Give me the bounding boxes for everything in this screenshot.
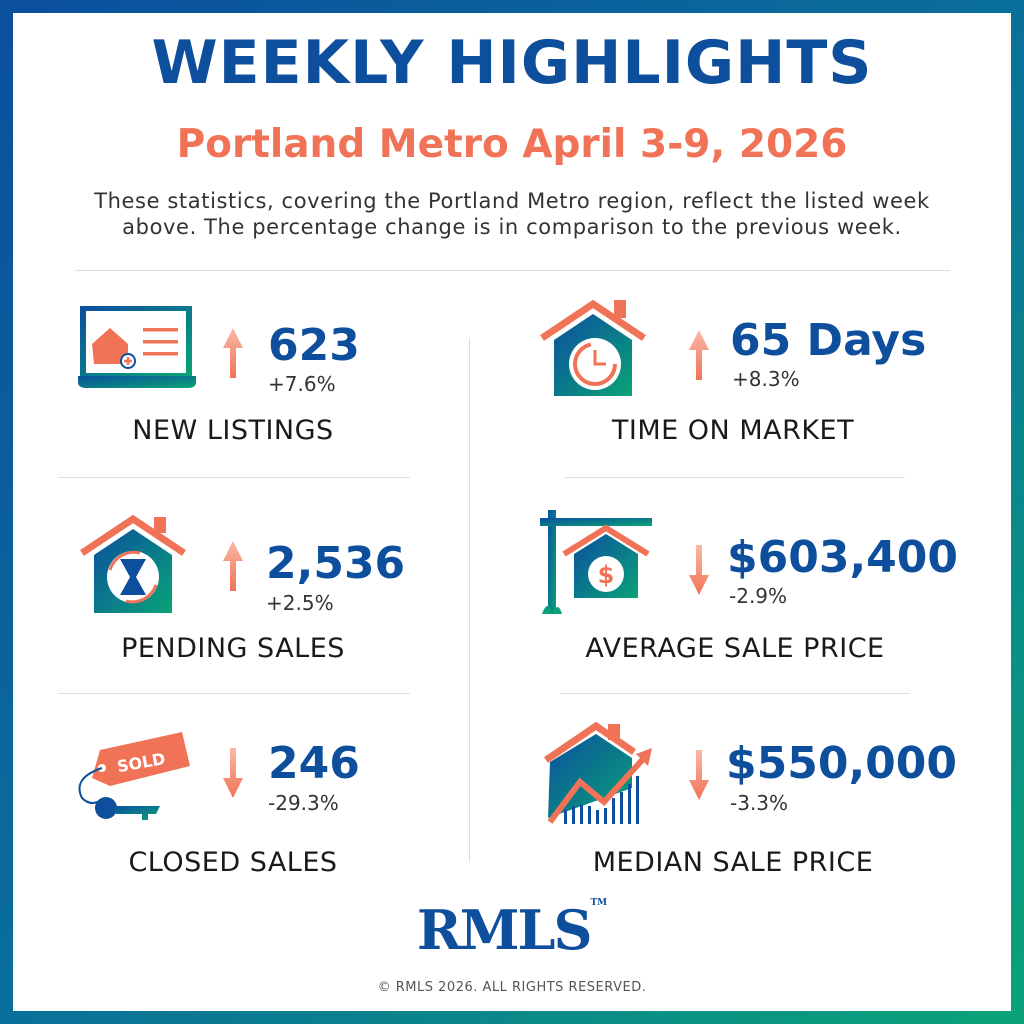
divider bbox=[58, 477, 410, 478]
house-clock-icon bbox=[540, 299, 646, 396]
stat-label: AVERAGE SALE PRICE bbox=[585, 633, 885, 664]
column-divider bbox=[469, 338, 470, 862]
stat-label: NEW LISTINGS bbox=[132, 415, 334, 446]
description: These statistics, covering the Portland … bbox=[40, 188, 984, 240]
house-sign-dollar-icon: $ bbox=[540, 510, 652, 614]
stat-value: 623 bbox=[268, 320, 360, 371]
stat-change: +2.5% bbox=[266, 591, 334, 615]
rmls-logo: RMLSTM bbox=[0, 898, 1024, 962]
stat-value: 2,536 bbox=[266, 538, 406, 589]
page-subtitle: Portland Metro April 3-9, 2026 bbox=[176, 122, 848, 167]
stat-value: 246 bbox=[268, 738, 360, 789]
divider bbox=[565, 477, 905, 478]
stat-label: CLOSED SALES bbox=[128, 847, 338, 878]
arrow-down-icon bbox=[223, 748, 243, 798]
description-line: These statistics, covering the Portland … bbox=[94, 189, 930, 213]
page-title: WEEKLY HIGHLIGHTS bbox=[151, 28, 873, 98]
house-growth-chart-icon bbox=[544, 721, 652, 824]
stat-label: MEDIAN SALE PRICE bbox=[592, 847, 874, 878]
laptop-house-listing-icon bbox=[78, 306, 196, 388]
svg-text:$: $ bbox=[598, 561, 615, 589]
logo-text: RMLS bbox=[416, 898, 593, 962]
stat-label: TIME ON MARKET bbox=[611, 415, 855, 446]
copyright: © RMLS 2026. ALL RIGHTS RESERVED. bbox=[377, 980, 647, 995]
stat-change: +7.6% bbox=[268, 372, 336, 396]
stat-change: -3.3% bbox=[730, 791, 789, 815]
trademark: TM bbox=[590, 898, 608, 908]
divider bbox=[75, 270, 950, 271]
arrow-up-icon bbox=[223, 328, 243, 378]
arrow-down-icon bbox=[689, 545, 709, 595]
stat-value: 65 Days bbox=[730, 315, 927, 366]
infographic-panel bbox=[13, 13, 1011, 1011]
arrow-up-icon bbox=[223, 541, 243, 591]
divider bbox=[560, 693, 910, 694]
stat-label: PENDING SALES bbox=[121, 633, 345, 664]
stat-change: -2.9% bbox=[729, 584, 788, 608]
sold-tag-key-icon: SOLD bbox=[78, 732, 190, 820]
stat-change: -29.3% bbox=[268, 791, 339, 815]
description-line: above. The percentage change is in compa… bbox=[122, 215, 902, 239]
stat-value: $603,400 bbox=[727, 532, 959, 583]
arrow-down-icon bbox=[689, 750, 709, 800]
stat-change: +8.3% bbox=[732, 367, 800, 391]
arrow-up-icon bbox=[689, 330, 709, 380]
divider bbox=[58, 693, 410, 694]
house-hourglass-icon bbox=[80, 515, 186, 613]
stat-value: $550,000 bbox=[726, 738, 958, 789]
